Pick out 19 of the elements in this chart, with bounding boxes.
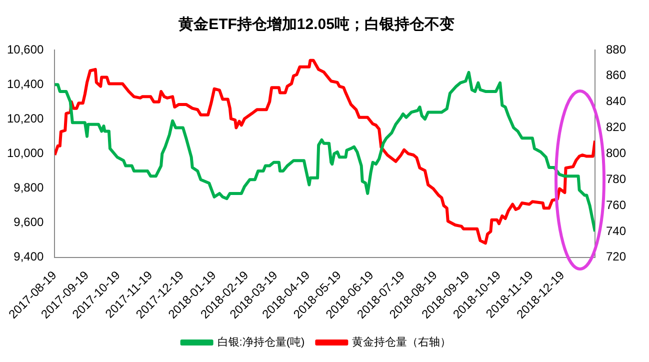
y2-tick-label: 760 (606, 198, 626, 212)
y-tick-label: 10,400 (7, 76, 44, 91)
y-tick-label: 10,600 (7, 42, 44, 56)
y-tick-label: 9,800 (14, 180, 44, 195)
y-tick-label: 10,000 (7, 146, 44, 160)
y-tick-label: 9,600 (14, 215, 44, 230)
y2-tick-label: 720 (606, 250, 626, 264)
y-tick-label: 10,200 (7, 111, 44, 126)
y2-tick-label: 740 (606, 224, 626, 238)
y2-tick-label: 820 (606, 120, 626, 134)
y-tick-label: 9,400 (14, 250, 44, 264)
y2-tick-label: 840 (606, 94, 626, 108)
legend-label: 白银:净持仓量(吨) (217, 336, 305, 349)
y2-tick-label: 880 (606, 42, 626, 56)
legend-label: 黄金持仓量（右轴） (352, 336, 452, 349)
y2-tick-label: 780 (606, 172, 626, 186)
chart-title: 黄金ETF持仓增加12.05吨；白银持仓不变 (178, 15, 454, 34)
y2-tick-label: 800 (606, 146, 626, 160)
y2-tick-label: 860 (606, 68, 626, 82)
